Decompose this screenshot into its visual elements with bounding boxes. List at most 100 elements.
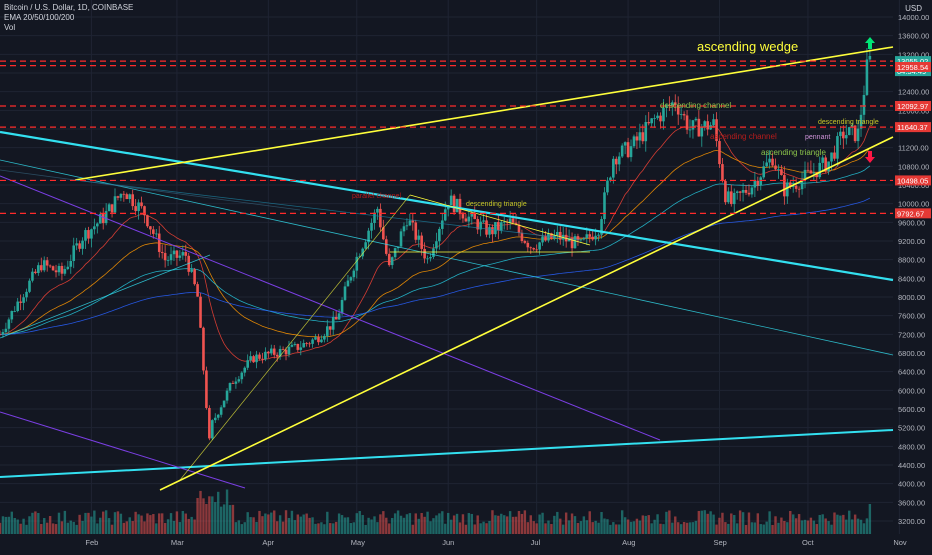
time-axis[interactable]: Feb Mar Apr May Jun Jul Aug Sep Oct Nov xyxy=(85,538,907,547)
candle-body xyxy=(264,351,267,360)
volume-bar xyxy=(7,516,11,534)
volume-bar xyxy=(388,523,391,534)
volume-bar xyxy=(302,514,305,534)
volume-bar xyxy=(635,518,639,534)
volume-bar xyxy=(107,518,111,534)
volume-bar xyxy=(113,512,117,534)
volume-bar xyxy=(261,516,264,534)
candle-body xyxy=(620,145,624,157)
volume-bar xyxy=(520,513,524,534)
volume-bar xyxy=(727,523,730,534)
time-tick-label: Nov xyxy=(893,538,907,547)
drawing-tools[interactable] xyxy=(0,46,894,491)
pattern-annotation[interactable]: pennant xyxy=(805,134,830,141)
volume-bar xyxy=(81,520,84,534)
volume-indicator-label[interactable]: Vol xyxy=(4,23,16,32)
volume-bar xyxy=(833,512,836,534)
volume-bar xyxy=(517,510,521,534)
descending-line-feb[interactable] xyxy=(0,169,301,211)
volume-bar xyxy=(343,517,347,534)
candle-body xyxy=(196,284,199,297)
candle-body xyxy=(379,208,382,228)
time-tick-label: Feb xyxy=(85,538,98,547)
ascending-support-line-cyan[interactable] xyxy=(0,429,894,478)
volume-bar xyxy=(700,510,703,534)
candle-body xyxy=(774,165,777,170)
price-tick-label: 13600.00 xyxy=(898,32,929,41)
ascending-trendline-thin[interactable] xyxy=(0,254,211,339)
volume-bar xyxy=(155,523,158,534)
candle-body xyxy=(302,343,306,348)
ascending-wedge-lower-line[interactable] xyxy=(159,136,894,491)
ema-indicator-label[interactable]: EMA 20/50/100/200 xyxy=(4,13,75,22)
volume-bar xyxy=(13,518,16,534)
pattern-annotation[interactable]: ascending channel xyxy=(710,132,777,141)
candle-body xyxy=(78,243,81,249)
candle-body xyxy=(806,169,810,171)
volume-bar xyxy=(774,516,777,534)
descending-triangle-upper[interactable] xyxy=(409,194,591,246)
descending-trendline-thin[interactable] xyxy=(0,159,894,356)
volume-bar xyxy=(747,512,751,534)
volume-bar xyxy=(152,514,155,534)
price-tick-label: 7600.00 xyxy=(898,312,925,321)
candle-body xyxy=(240,372,244,380)
pattern-annotation[interactable]: ascending wedge xyxy=(697,39,798,54)
candle-body xyxy=(868,55,872,60)
pattern-annotation[interactable]: descending channel xyxy=(660,101,731,110)
volume-bar xyxy=(688,522,692,534)
volume-bar xyxy=(96,523,99,534)
price-tick-label: 3200.00 xyxy=(898,517,925,526)
volume-bar xyxy=(694,520,698,534)
candle-body xyxy=(299,347,303,350)
volume-bar xyxy=(4,516,8,534)
volume-bar xyxy=(556,511,559,534)
volume-bar xyxy=(110,524,114,534)
candle-body xyxy=(520,232,524,242)
candle-body xyxy=(4,328,8,333)
candle-body xyxy=(706,121,709,130)
volume-bar xyxy=(411,524,415,534)
volume-bar xyxy=(190,516,193,534)
candle-body xyxy=(659,115,662,122)
descending-trendline-purple[interactable] xyxy=(0,175,661,441)
candle-body xyxy=(81,240,84,249)
volume-bar xyxy=(358,511,361,534)
volume-bar xyxy=(626,519,630,534)
descending-line-minor[interactable] xyxy=(74,179,581,241)
support-trendline-minor[interactable] xyxy=(179,194,411,481)
volume-bar xyxy=(0,522,2,534)
candle-body xyxy=(364,242,367,249)
volume-bar xyxy=(606,519,609,534)
candle-body xyxy=(847,127,851,136)
candle-body xyxy=(246,360,249,368)
symbol-title[interactable]: Bitcoin / U.S. Dollar, 1D, COINBASE xyxy=(4,3,134,12)
pattern-annotation[interactable]: parallel channel xyxy=(352,193,401,200)
volume-bar xyxy=(367,517,370,534)
candle-body xyxy=(544,236,547,241)
volume-bar xyxy=(346,517,350,534)
volume-bar xyxy=(455,513,459,534)
level-badge xyxy=(895,62,931,73)
pattern-annotation[interactable]: descending triangle xyxy=(466,201,527,208)
volume-bar xyxy=(839,515,842,534)
price-axis[interactable]: 14000.0013600.0013200.0012800.0012400.00… xyxy=(895,13,931,526)
candle-body xyxy=(131,194,134,207)
volume-bar xyxy=(149,515,152,534)
volume-bar xyxy=(508,511,512,534)
volume-bar xyxy=(22,518,25,534)
pattern-annotation[interactable]: ascending triangle xyxy=(761,148,826,157)
candle-body xyxy=(762,166,766,178)
pattern-annotation[interactable]: descending triangle xyxy=(818,119,879,126)
candle-body xyxy=(771,158,774,166)
volume-bar xyxy=(193,519,196,534)
descending-trendline-purple-lower[interactable] xyxy=(0,411,246,489)
ema-lines xyxy=(0,125,871,362)
price-tick-label: 13200.00 xyxy=(898,50,929,59)
candle-body xyxy=(48,265,52,267)
ascending-wedge-upper-line[interactable] xyxy=(74,46,894,181)
descending-trendline-cyan[interactable] xyxy=(0,130,894,282)
volume-bar xyxy=(116,511,120,534)
